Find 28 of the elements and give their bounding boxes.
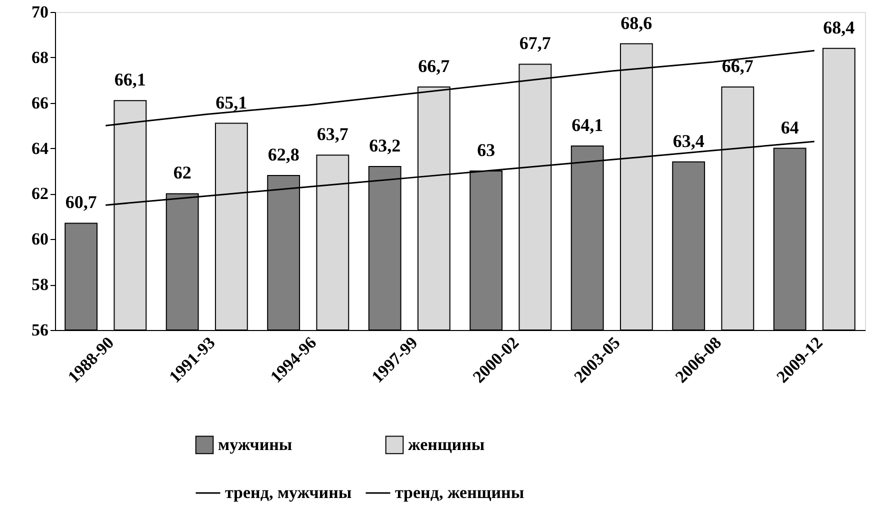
data-label: 67,7: [519, 33, 551, 54]
data-label: 63,4: [672, 130, 704, 151]
legend-label: тренд, женщины: [395, 483, 524, 502]
y-tick-label: 68: [32, 48, 48, 67]
y-tick-label: 58: [32, 275, 48, 294]
data-label: 63: [477, 140, 496, 160]
y-tick-label: 66: [32, 93, 48, 112]
legend-label: женщины: [408, 434, 485, 454]
data-label: 66,7: [418, 56, 450, 76]
data-label: 68,4: [823, 17, 855, 38]
data-label: 66,7: [722, 56, 754, 76]
data-label: 64,1: [572, 115, 604, 136]
data-label: 63,7: [316, 124, 348, 144]
y-tick-label: 56: [32, 320, 48, 340]
data-label: 62: [173, 162, 192, 183]
y-tick-label: 64: [32, 138, 49, 158]
data-label: 65,1: [216, 92, 248, 112]
data-label: 64: [780, 117, 799, 138]
y-tick-label: 70: [32, 2, 48, 22]
legend-label: тренд, мужчины: [225, 483, 352, 502]
y-tick-label: 62: [32, 184, 48, 204]
data-label: 63,2: [369, 135, 401, 156]
data-label: 62,8: [268, 144, 300, 165]
y-tick-label: 60: [32, 230, 48, 249]
data-label: 68,6: [620, 12, 652, 33]
data-label: 60,7: [65, 192, 97, 212]
legend-label: мужчины: [218, 434, 292, 454]
data-label: 66,1: [114, 70, 146, 90]
